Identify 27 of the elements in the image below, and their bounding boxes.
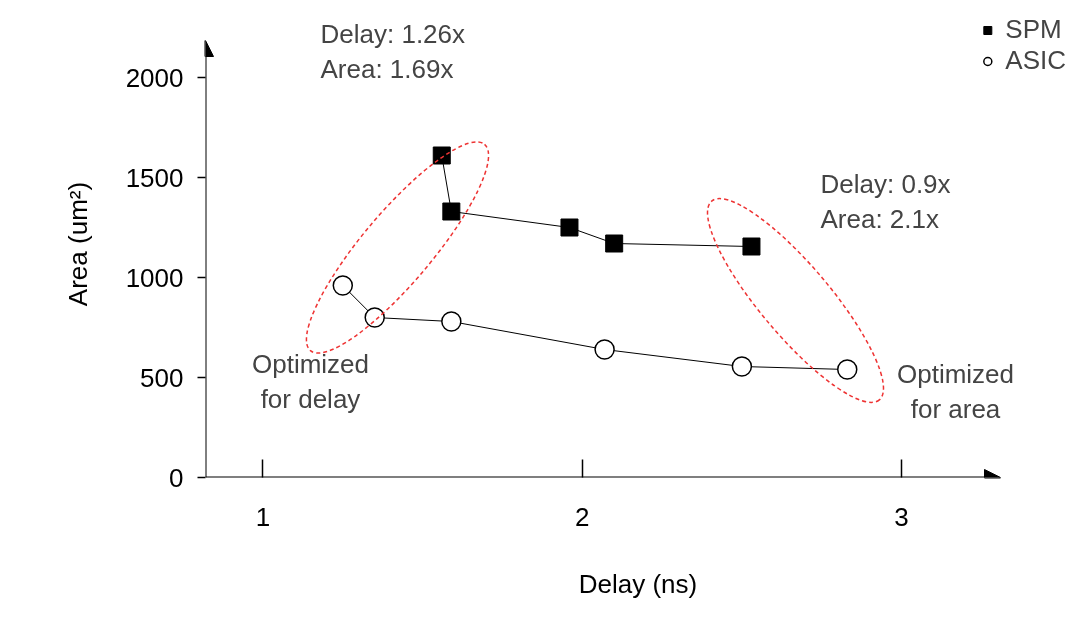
annotation: Delay: 0.9x Area: 2.1x (820, 168, 951, 234)
y-tick-label: 1000 (125, 262, 184, 293)
point (332, 275, 354, 296)
y-tick-label: 2000 (125, 62, 184, 93)
point (594, 339, 615, 360)
point (442, 202, 461, 221)
point (560, 218, 579, 237)
legend-label: ASIC (1005, 45, 1066, 76)
y-tick-label: 500 (140, 362, 184, 393)
point (364, 307, 385, 328)
point (441, 311, 462, 332)
y-tick-label: 0 (169, 462, 184, 493)
x-axis-title: Delay (ns) (578, 568, 698, 599)
y-axis-title: Area (um²) (62, 181, 93, 307)
legend-label: SPM (1005, 14, 1062, 45)
annotation: Optimized for area (896, 358, 1015, 424)
y-tick-label: 1500 (125, 162, 184, 193)
annotation: Delay: 1.26x Area: 1.69x (320, 18, 466, 84)
point (432, 146, 451, 165)
x-tick-label: 3 (894, 501, 909, 532)
point (837, 359, 858, 380)
annotation: Optimized for delay (251, 348, 370, 414)
point (742, 237, 761, 256)
x-tick-label: 1 (255, 501, 271, 532)
x-tick-label: 2 (575, 501, 590, 532)
point (605, 234, 624, 253)
point (731, 356, 753, 377)
